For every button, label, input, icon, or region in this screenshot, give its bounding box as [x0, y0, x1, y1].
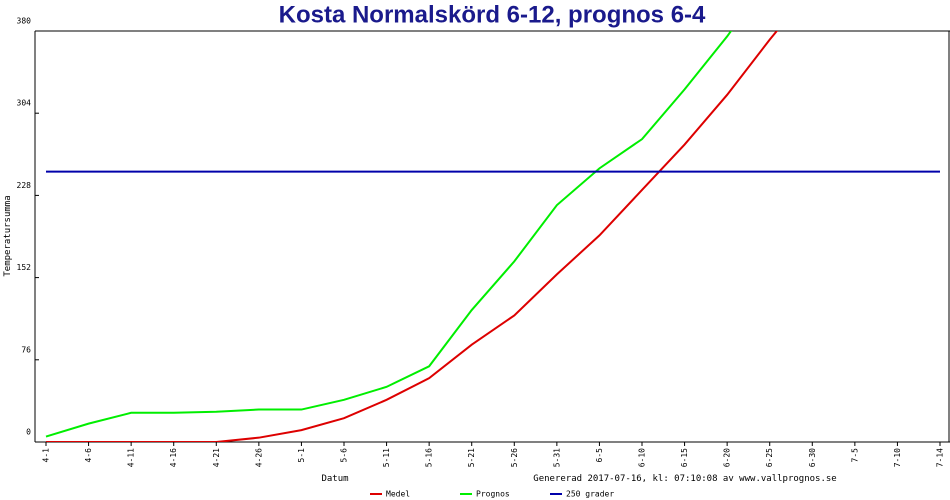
x-tick-label: 5-16 [425, 448, 434, 467]
x-tick-label: 6-10 [638, 448, 647, 467]
legend-label: Medel [386, 490, 410, 499]
x-tick-label: 7-10 [893, 448, 902, 467]
x-tick-label: 6-20 [723, 448, 732, 467]
x-tick-label: 4-16 [169, 448, 178, 467]
x-tick-label: 5-11 [382, 448, 391, 467]
x-tick-label: 4-1 [42, 448, 51, 463]
x-tick-label: 4-11 [127, 448, 136, 467]
legend-label: Prognos [476, 490, 510, 499]
x-tick-label: 6-25 [765, 448, 774, 467]
x-tick-label: 4-6 [84, 448, 93, 463]
footer: Genererad 2017-07-16, kl: 07:10:08 av ww… [533, 474, 836, 484]
x-tick-label: 6-30 [808, 448, 817, 467]
x-tick-label: 5-6 [340, 448, 349, 463]
x-tick-label: 7-14 [936, 448, 945, 467]
x-tick-label: 5-21 [467, 448, 476, 467]
legend-label: 250 grader [566, 490, 614, 499]
x-axis-label: Datum [321, 474, 348, 484]
x-tick-label: 7-5 [850, 448, 859, 463]
y-tick-label: 76 [21, 345, 31, 354]
series-line [46, 31, 779, 442]
x-tick-label: 5-31 [552, 448, 561, 467]
chart-title: Kosta Normalskörd 6-12, prognos 6-4 [279, 1, 706, 28]
x-tick-label: 5-26 [510, 448, 519, 467]
x-tick-label: 6-5 [595, 448, 604, 463]
y-tick-label: 152 [17, 263, 32, 272]
y-tick-label: 0 [26, 428, 31, 437]
x-tick-label: 5-1 [297, 448, 306, 463]
x-tick-label: 4-26 [254, 448, 263, 467]
y-tick-label: 228 [17, 181, 32, 190]
y-tick-label: 304 [17, 99, 32, 108]
x-tick-label: 6-15 [680, 448, 689, 467]
series-line [45, 31, 733, 438]
x-tick-label: 4-21 [212, 448, 221, 467]
y-axis-label: Temperatursumma [3, 195, 13, 276]
y-tick-label: 380 [17, 17, 32, 26]
